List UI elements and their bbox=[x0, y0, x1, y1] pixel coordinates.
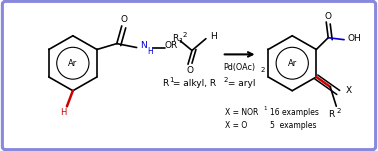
Text: Ar: Ar bbox=[68, 59, 77, 68]
Text: H: H bbox=[210, 32, 217, 41]
Text: R: R bbox=[172, 34, 178, 43]
Text: R: R bbox=[328, 110, 334, 119]
Text: H: H bbox=[147, 47, 153, 56]
Text: O: O bbox=[325, 12, 332, 21]
Text: 2: 2 bbox=[260, 67, 265, 73]
Text: X: X bbox=[346, 86, 352, 95]
Text: = alkyl, R: = alkyl, R bbox=[170, 79, 216, 88]
Text: Ar: Ar bbox=[288, 59, 297, 68]
Text: 1: 1 bbox=[178, 38, 183, 44]
Text: Pd(OAc): Pd(OAc) bbox=[223, 63, 256, 72]
Text: 2: 2 bbox=[224, 77, 228, 83]
Text: R: R bbox=[162, 79, 168, 88]
Text: H: H bbox=[60, 108, 66, 117]
Text: 16 examples: 16 examples bbox=[270, 108, 319, 117]
Text: = aryl: = aryl bbox=[225, 79, 255, 88]
Text: 5  examples: 5 examples bbox=[270, 120, 317, 130]
FancyBboxPatch shape bbox=[2, 1, 376, 150]
Text: 2: 2 bbox=[182, 32, 186, 38]
Text: 1: 1 bbox=[263, 106, 267, 111]
Text: X = NOR: X = NOR bbox=[225, 108, 258, 117]
Text: OH: OH bbox=[347, 34, 361, 43]
Text: 2: 2 bbox=[336, 108, 341, 114]
Text: N: N bbox=[141, 41, 147, 50]
Text: O: O bbox=[186, 66, 194, 75]
Text: 1: 1 bbox=[169, 77, 174, 83]
Text: OR: OR bbox=[164, 41, 178, 50]
Text: X = O: X = O bbox=[225, 120, 247, 130]
Text: O: O bbox=[120, 14, 127, 24]
